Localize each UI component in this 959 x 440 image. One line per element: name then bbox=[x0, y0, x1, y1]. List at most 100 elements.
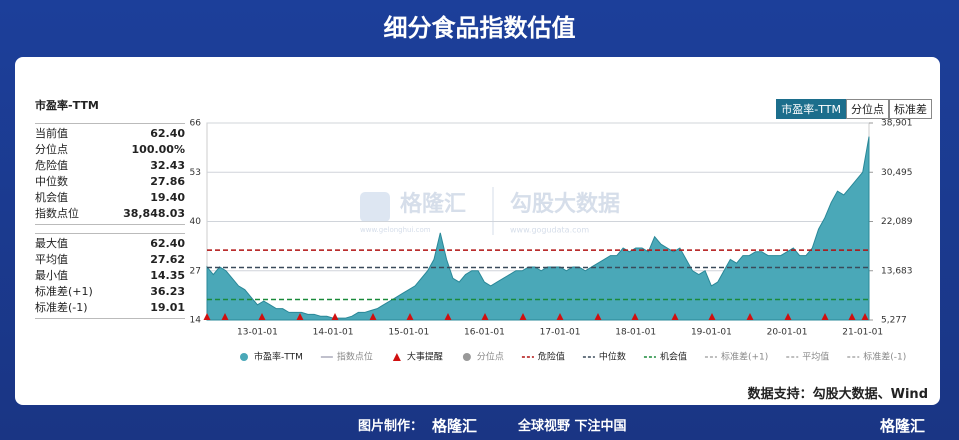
stat-value: 38,848.03 bbox=[123, 207, 185, 220]
event-marker bbox=[296, 313, 304, 320]
stat-value: 14.35 bbox=[150, 269, 185, 282]
x-tick-label: 19-01-01 bbox=[691, 328, 732, 338]
page-title: 细分食品指数估值 bbox=[383, 14, 576, 42]
stat-label: 平均值 bbox=[35, 253, 68, 266]
stats-panel: 市盈率-TTM 当前值 62.40 分位点 100.00% 危险值 32.43 中位数 27.8… bbox=[35, 97, 185, 327]
stat-label: 标准差(-1) bbox=[35, 301, 88, 314]
x-tick-label: 15-01-01 bbox=[388, 328, 429, 338]
y2-tick-label: 13,683 bbox=[881, 266, 913, 276]
legend-icon bbox=[240, 353, 248, 361]
x-tick-label: 16-01-01 bbox=[464, 328, 505, 338]
stats-row: 标准差(+1) 36.23 bbox=[35, 284, 185, 300]
event-marker bbox=[221, 313, 229, 320]
panel-title: 市盈率-TTM bbox=[35, 99, 99, 112]
y-tick-label: 14 bbox=[190, 316, 202, 326]
x-tick-label: 20-01-01 bbox=[767, 328, 808, 338]
event-marker bbox=[258, 313, 266, 320]
legend-label: 分位点 bbox=[477, 351, 504, 363]
legend-label: 指数点位 bbox=[337, 351, 373, 363]
y-tick-label: 53 bbox=[190, 168, 201, 178]
tab[interactable]: 市盈率-TTM bbox=[776, 99, 846, 119]
x-tick-label: 14-01-01 bbox=[313, 328, 354, 338]
footer-made: 图片制作： bbox=[358, 419, 424, 434]
event-marker bbox=[708, 313, 716, 320]
legend-label: 标准差(-1) bbox=[863, 351, 906, 363]
tabs: 市盈率-TTM 分位点 标准差 bbox=[776, 99, 932, 119]
chart: 格隆汇 www.gelonghui.com 勾股大数据 www.gogudata.co… bbox=[190, 119, 913, 363]
legend-label: 平均值 bbox=[802, 351, 829, 363]
x-tick-label: 18-01-01 bbox=[615, 328, 656, 338]
x-tick-label: 17-01-01 bbox=[540, 328, 581, 338]
y2-tick-label: 38,901 bbox=[881, 119, 913, 129]
stat-label: 分位点 bbox=[35, 143, 68, 156]
event-marker bbox=[369, 313, 377, 320]
stat-value: 27.86 bbox=[150, 175, 185, 188]
y2-tick-label: 30,495 bbox=[881, 168, 913, 178]
legend-label: 中位数 bbox=[599, 351, 626, 363]
legend-label: 机会值 bbox=[660, 351, 687, 363]
stat-label: 机会值 bbox=[35, 191, 68, 204]
y2-tick-label: 22,089 bbox=[881, 217, 913, 227]
legend-label: 危险值 bbox=[538, 351, 565, 363]
event-marker bbox=[594, 313, 602, 320]
stats-row: 最小值 14.35 bbox=[35, 268, 185, 284]
stat-value: 62.40 bbox=[150, 127, 185, 140]
stats-row: 分位点 100.00% bbox=[35, 142, 185, 158]
stat-label: 最大值 bbox=[35, 237, 68, 250]
legend-icon bbox=[392, 353, 401, 361]
stats-row: 机会值 19.40 bbox=[35, 190, 185, 206]
event-marker bbox=[821, 313, 829, 320]
event-marker bbox=[631, 313, 639, 320]
stats-row: 标准差(-1) 19.01 bbox=[35, 300, 185, 316]
stat-value: 32.43 bbox=[150, 159, 185, 172]
stat-value: 100.00% bbox=[131, 143, 185, 156]
event-marker bbox=[746, 313, 754, 320]
watermark-left: 格隆汇 bbox=[400, 191, 466, 217]
card: 格隆汇 www.gelonghui.com 勾股大数据 www.gogudata.co… bbox=[15, 57, 940, 405]
footer-logo: 格隆汇 bbox=[880, 417, 926, 435]
footer-slogan: 全球视野 下注中国 bbox=[518, 419, 627, 434]
footer-brand: 格隆汇 bbox=[432, 417, 478, 435]
stat-label: 指数点位 bbox=[35, 207, 79, 220]
legend-label: 大事提醒 bbox=[407, 351, 443, 363]
event-marker bbox=[481, 313, 489, 320]
event-marker bbox=[861, 313, 869, 320]
stats-row: 中位数 27.86 bbox=[35, 174, 185, 190]
legend-label: 市盈率-TTM bbox=[254, 351, 303, 363]
stats-row: 指数点位 38,848.03 bbox=[35, 206, 185, 222]
event-marker bbox=[331, 313, 339, 320]
watermark-url: www.gogudata.com bbox=[510, 226, 589, 235]
x-tick-label: 21-01-01 bbox=[842, 328, 883, 338]
stat-label: 最小值 bbox=[35, 269, 68, 282]
stat-value: 27.62 bbox=[150, 253, 185, 266]
event-marker bbox=[203, 313, 211, 320]
stat-label: 当前值 bbox=[35, 127, 68, 140]
event-marker bbox=[444, 313, 452, 320]
tab[interactable]: 标准差 bbox=[889, 99, 932, 119]
stats-group: 当前值 62.40 分位点 100.00% 危险值 32.43 中位数 27.86 机会值 19.… bbox=[35, 123, 185, 225]
stats-group: 最大值 62.40 平均值 27.62 最小值 14.35 标准差(+1) 36.23 标准差(… bbox=[35, 233, 185, 319]
stats-row: 最大值 62.40 bbox=[35, 236, 185, 252]
stat-value: 36.23 bbox=[150, 285, 185, 298]
stats-row: 危险值 32.43 bbox=[35, 158, 185, 174]
event-marker bbox=[556, 313, 564, 320]
watermark-right: 勾股大数据 bbox=[510, 191, 620, 217]
footer: 图片制作： 格隆汇 全球视野 下注中国 格隆汇 bbox=[0, 410, 959, 440]
y-tick-label: 27 bbox=[190, 266, 201, 276]
event-marker bbox=[406, 313, 414, 320]
watermark-sub: www.gelonghui.com bbox=[360, 226, 431, 234]
y-tick-label: 40 bbox=[190, 217, 202, 227]
stat-label: 危险值 bbox=[35, 159, 68, 172]
legend-icon bbox=[462, 353, 471, 361]
stat-label: 中位数 bbox=[35, 175, 68, 188]
stat-label: 标准差(+1) bbox=[35, 285, 93, 298]
y2-tick-label: 5,277 bbox=[881, 316, 907, 326]
tab[interactable]: 分位点 bbox=[846, 99, 889, 119]
watermark-logo bbox=[360, 192, 390, 222]
event-marker bbox=[784, 313, 792, 320]
stats-row: 平均值 27.62 bbox=[35, 252, 185, 268]
area bbox=[206, 136, 870, 321]
event-marker bbox=[848, 313, 856, 320]
stats-row: 当前值 62.40 bbox=[35, 126, 185, 142]
